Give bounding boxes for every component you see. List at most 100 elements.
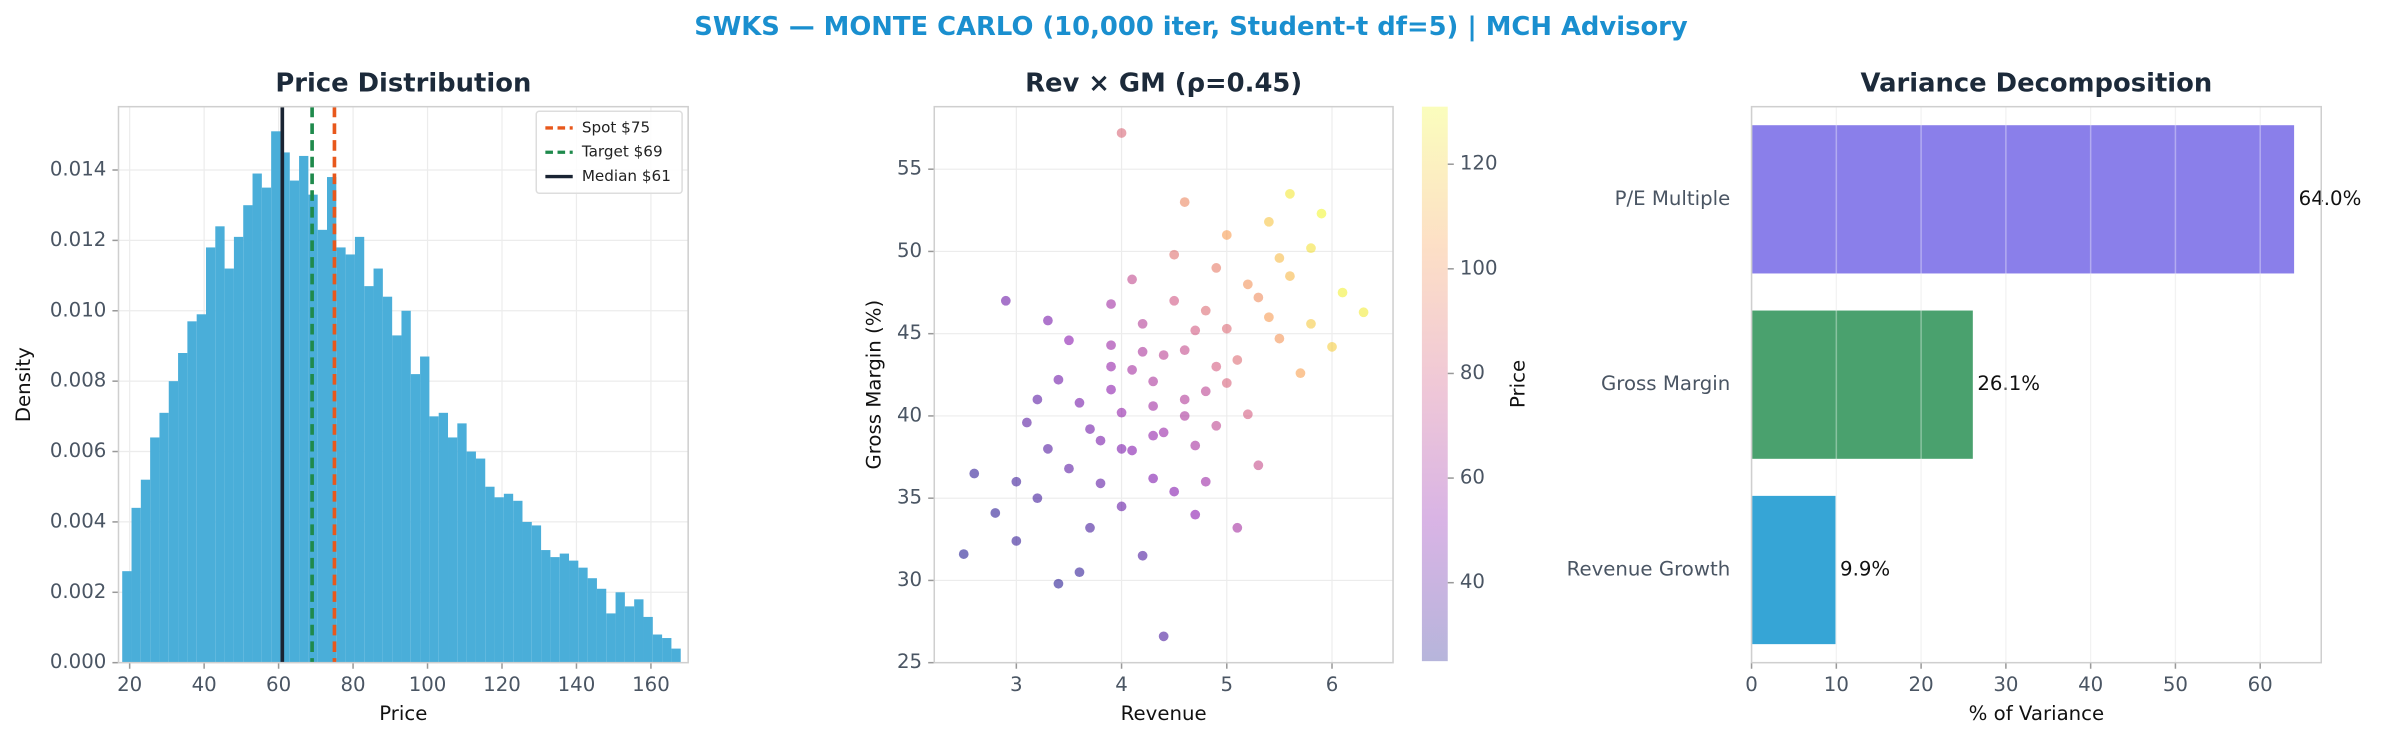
scatter-point: [1211, 263, 1222, 273]
x-tick-label: 3: [1010, 673, 1023, 696]
histogram-bar: [513, 500, 523, 663]
histogram-bar: [289, 180, 300, 663]
y-tick-label: Revenue Growth: [1567, 558, 1731, 581]
colorbar: [1421, 106, 1448, 662]
colorbar-label: Price: [1507, 360, 1530, 408]
histogram-bar: [466, 451, 476, 663]
y-tick-label: 35: [897, 486, 922, 509]
scatter-point: [1011, 476, 1022, 487]
scatter-point: [1179, 411, 1190, 421]
y-tick-label: 0.000: [50, 650, 107, 673]
scatter-point: [1253, 292, 1264, 303]
scatter-point: [1221, 323, 1232, 334]
histogram-bar: [205, 247, 216, 663]
scatter-point: [1337, 287, 1348, 298]
x-tick-label: 20: [117, 673, 142, 696]
scatter-point: [1137, 550, 1148, 561]
histogram-bar: [382, 296, 393, 663]
y-tick-label: 50: [897, 239, 922, 262]
histogram-bar: [662, 638, 672, 663]
scatter-point: [1190, 509, 1201, 520]
scatter-point: [969, 468, 980, 479]
bar: [1751, 125, 2295, 274]
y-tick-label: 0.004: [50, 509, 107, 532]
scatter-point: [1116, 501, 1127, 512]
scatter-point: [958, 549, 969, 559]
histogram-bar: [317, 229, 328, 663]
histogram-bar: [578, 567, 588, 663]
scatter-point: [1295, 368, 1306, 379]
scatter-point: [1053, 374, 1064, 385]
x-tick-label: 20: [1909, 673, 1934, 696]
x-tick-label: 4: [1115, 673, 1128, 696]
histogram-bar: [271, 131, 281, 663]
scatter-point: [1358, 307, 1369, 318]
histogram-bar: [596, 588, 607, 663]
scatter-point: [1137, 346, 1148, 357]
histogram-bar: [178, 353, 188, 663]
scatter-point: [1169, 249, 1180, 260]
figure-title: SWKS — MONTE CARLO (10,000 iter, Student…: [694, 12, 1688, 42]
scatter-point: [1137, 318, 1148, 329]
axes-frame: [117, 105, 689, 664]
scatter-point: [1011, 536, 1022, 546]
scatter-point: [1116, 407, 1127, 418]
histogram-bar: [615, 592, 625, 663]
scatter-point: [1064, 463, 1074, 474]
histogram-bar: [550, 557, 560, 663]
data-label: 9.9%: [1840, 558, 1890, 581]
scatter-point: [1148, 376, 1158, 387]
scatter-point: [1106, 384, 1116, 395]
scatter-point: [1242, 279, 1253, 290]
axes-frame: [933, 105, 1394, 664]
histogram-bar: [457, 423, 467, 663]
scatter-point: [1274, 333, 1285, 344]
histogram-bar: [261, 187, 272, 663]
y-tick-label: 25: [897, 650, 922, 673]
scatter-point: [1264, 216, 1274, 227]
histogram-bar: [503, 493, 514, 663]
histogram-bar: [643, 616, 653, 663]
x-tick-label: 6: [1326, 673, 1339, 696]
histogram-bar: [196, 314, 206, 663]
histogram-bar: [485, 486, 495, 663]
histogram-bar: [159, 412, 169, 663]
scatter-point: [1200, 386, 1211, 397]
histogram-bar: [569, 560, 579, 663]
scatter-point: [1200, 305, 1211, 316]
y-axis-label: Gross Margin (%): [863, 300, 886, 470]
scatter-point: [1306, 243, 1316, 254]
x-tick-label: 80: [341, 673, 366, 696]
histogram-bar: [652, 634, 663, 663]
scatter-point: [1327, 341, 1337, 352]
scatter-point: [1085, 424, 1095, 434]
x-tick-label: 160: [632, 673, 670, 696]
histogram-bar: [345, 254, 355, 663]
histogram-bar: [224, 268, 234, 663]
histogram-bar: [150, 437, 160, 663]
scatter-point: [1200, 476, 1211, 487]
scatter-point: [1085, 522, 1095, 533]
bar: [1751, 310, 1973, 459]
y-axis-label: Density: [12, 347, 35, 422]
y-tick-label: 0.010: [50, 298, 107, 321]
chart-title: Price Distribution: [275, 68, 531, 98]
scatter-point: [1127, 445, 1137, 456]
scatter-point: [1221, 378, 1232, 388]
histogram-bar: [559, 553, 570, 663]
histogram-bar: [280, 152, 290, 663]
colorbar-tick-label: 60: [1460, 466, 1485, 489]
histogram-bar: [587, 578, 597, 663]
scatter-point: [1106, 340, 1116, 351]
y-tick-label: 30: [897, 568, 922, 591]
x-tick-label: 30: [1993, 673, 2018, 696]
bar: [1751, 495, 1836, 645]
scatter-point: [1148, 473, 1158, 484]
axes-frame: [1750, 105, 2322, 664]
y-tick-label: 55: [897, 157, 922, 180]
legend-label: Spot $75: [582, 118, 650, 136]
y-tick-label: 40: [897, 403, 922, 426]
x-tick-label: 60: [266, 673, 291, 696]
histogram-bar: [494, 497, 504, 663]
